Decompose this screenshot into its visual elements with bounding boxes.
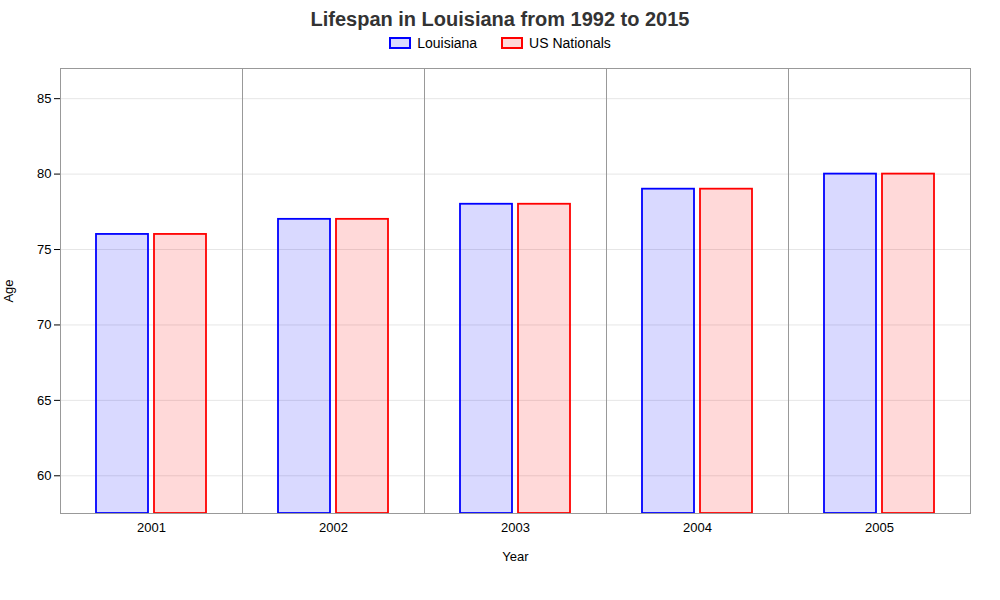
svg-text:65: 65 [37, 393, 51, 408]
svg-text:80: 80 [37, 166, 51, 181]
svg-text:75: 75 [37, 242, 51, 257]
svg-text:70: 70 [37, 317, 51, 332]
svg-text:2001: 2001 [137, 520, 166, 535]
html-text:Lifespan in Louisiana from 199: Lifespan in Louisiana from 1992 to 2015 [310, 8, 690, 30]
svg-text:2005: 2005 [865, 520, 894, 535]
svg-text:2004: 2004 [683, 520, 712, 535]
html-text:US Nationals: US Nationals [529, 35, 611, 51]
svg-text:2002: 2002 [319, 520, 348, 535]
svg-text:Age: Age [1, 279, 16, 302]
svg-text:60: 60 [37, 468, 51, 483]
svg-text:85: 85 [37, 91, 51, 106]
svg-text:2003: 2003 [501, 520, 530, 535]
svg-text:Year: Year [502, 549, 529, 564]
html-text:Louisiana: Louisiana [417, 35, 478, 51]
